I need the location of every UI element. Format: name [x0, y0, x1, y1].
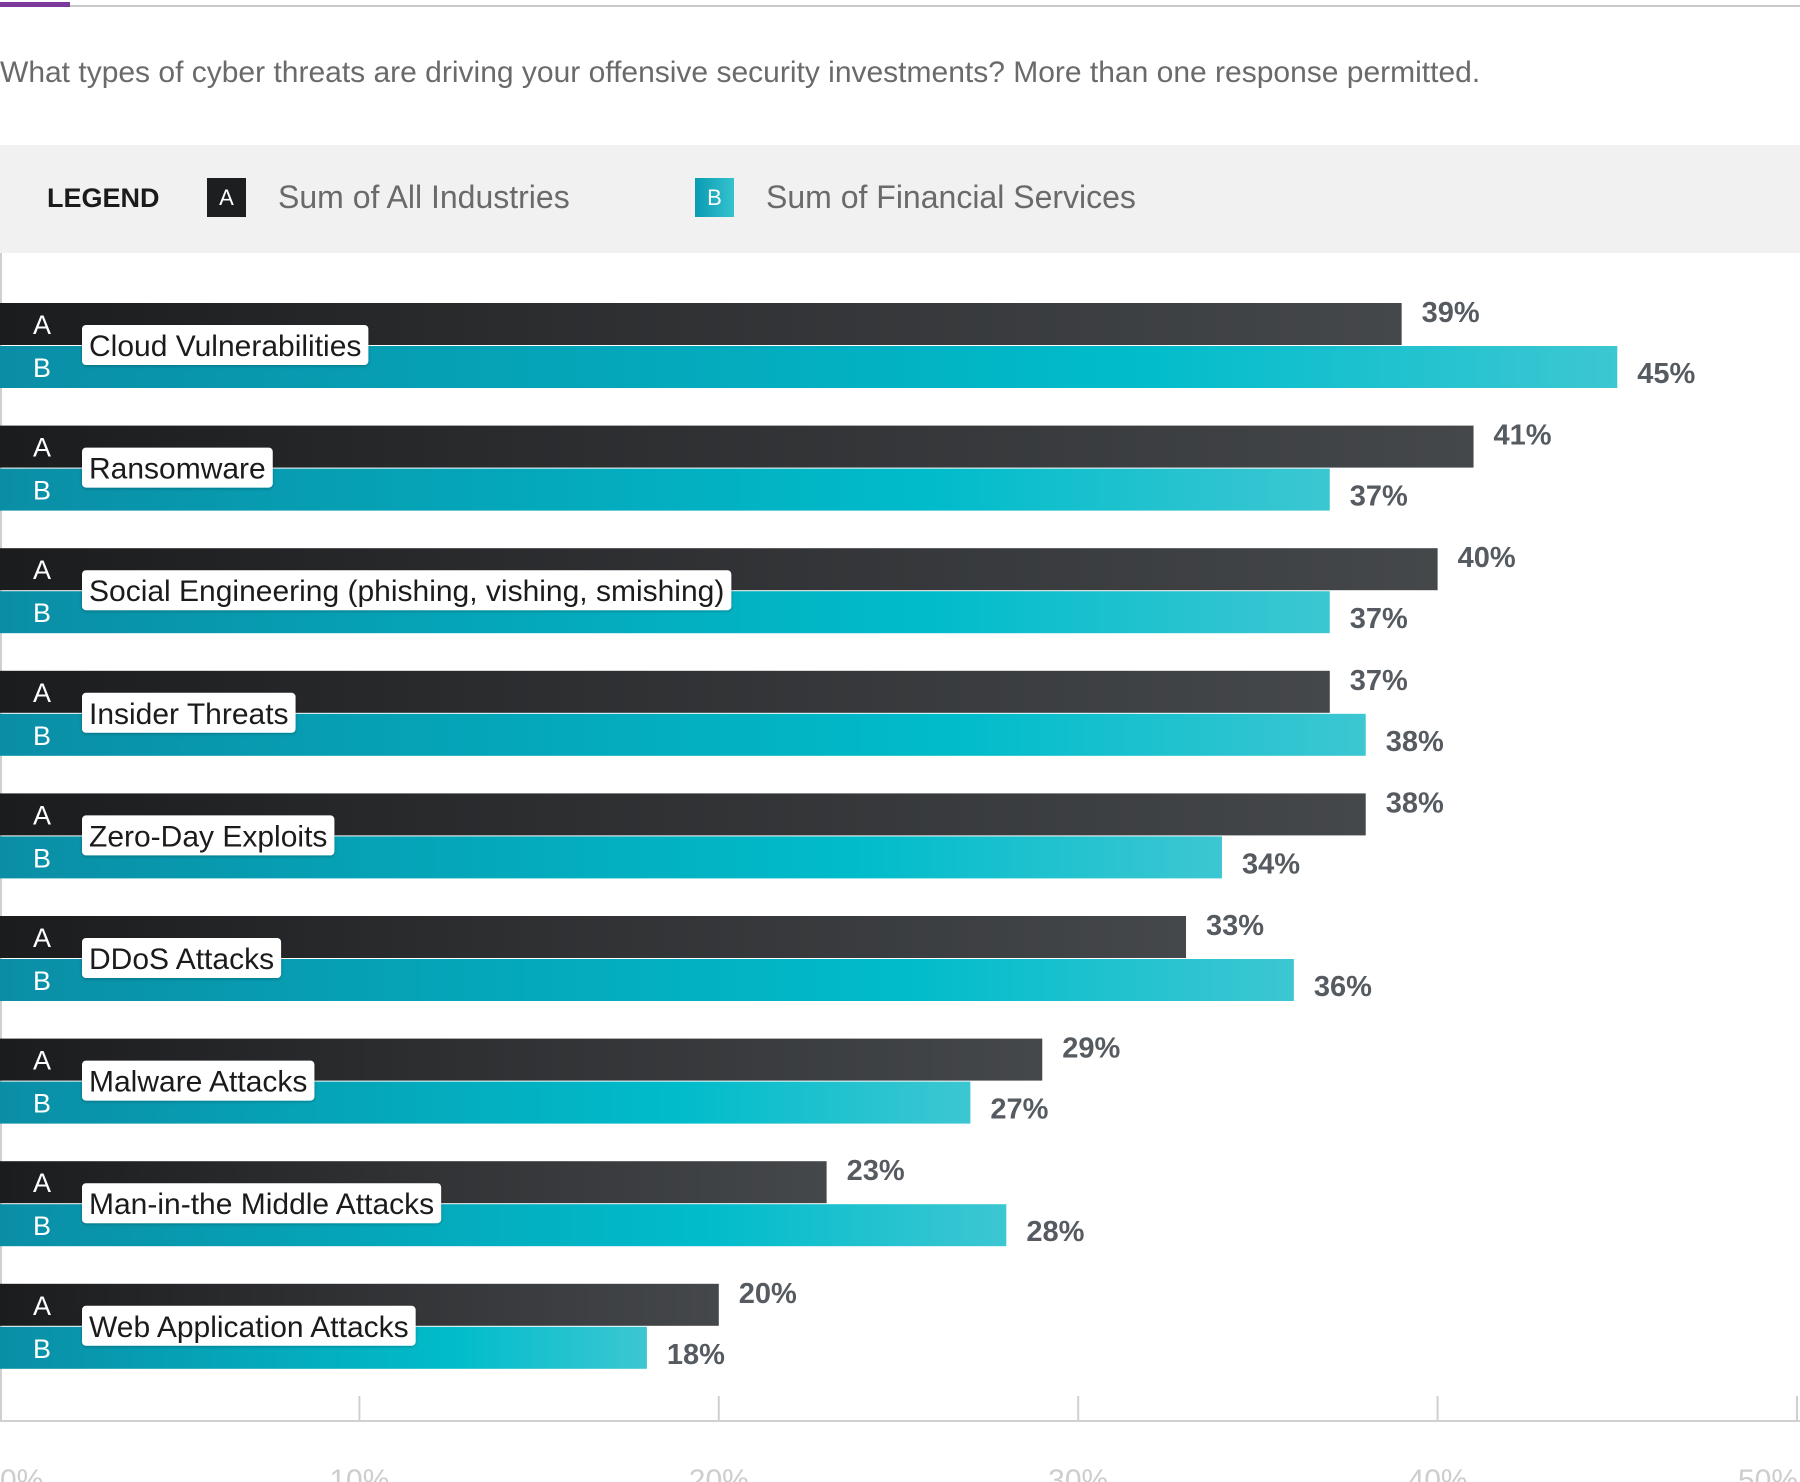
bar-key-a: A	[33, 1046, 51, 1076]
bar-key-a: A	[33, 1168, 51, 1198]
bar-key-a: A	[33, 1291, 51, 1321]
top-rule	[0, 5, 1800, 7]
value-label-b: 36%	[1314, 971, 1372, 1003]
bar-key-b: B	[33, 353, 51, 383]
category-label: Malware Attacks	[89, 1066, 307, 1099]
value-label-a: 37%	[1350, 665, 1408, 697]
legend-swatch-b: B	[695, 178, 734, 217]
category-label-box	[82, 1060, 315, 1101]
value-label-b: 18%	[667, 1339, 725, 1371]
category-label: Social Engineering (phishing, vishing, s…	[89, 575, 724, 608]
x-tick-label: 50%	[1738, 1464, 1798, 1482]
value-label-a: 33%	[1206, 910, 1264, 942]
value-label-a: 39%	[1422, 297, 1480, 329]
legend: LEGEND A Sum of All Industries B Sum of …	[0, 145, 1800, 253]
value-label-a: 29%	[1062, 1033, 1120, 1065]
value-label-b: 28%	[1026, 1216, 1084, 1248]
bar-key-b: B	[33, 966, 51, 996]
value-label-a: 38%	[1386, 787, 1444, 819]
value-label-b: 38%	[1386, 726, 1444, 758]
legend-label-b: Sum of Financial Services	[766, 179, 1136, 215]
category-label: Ransomware	[89, 453, 266, 486]
bar-key-b: B	[33, 1334, 51, 1364]
bar-key-a: A	[33, 923, 51, 953]
x-tick-label: 30%	[1048, 1464, 1108, 1482]
x-tick-label: 40%	[1408, 1464, 1468, 1482]
value-label-b: 45%	[1637, 358, 1695, 390]
value-label-a: 40%	[1458, 542, 1516, 574]
category-label-box	[82, 1305, 416, 1346]
bar-key-b: B	[33, 721, 51, 751]
category-label-box	[82, 1183, 442, 1224]
bar-key-a: A	[33, 310, 51, 340]
value-label-a: 20%	[739, 1278, 797, 1310]
category-label: DDoS Attacks	[89, 943, 274, 976]
bar-key-a: A	[33, 555, 51, 585]
top-accent-bar	[0, 2, 70, 7]
value-label-b: 27%	[990, 1094, 1048, 1126]
bar-key-b: B	[33, 1089, 51, 1119]
value-label-b: 37%	[1350, 481, 1408, 513]
legend-title: LEGEND	[47, 183, 160, 213]
legend-label-a: Sum of All Industries	[278, 179, 570, 215]
category-label-box	[82, 815, 335, 856]
chart-question: What types of cyber threats are driving …	[0, 56, 1481, 89]
category-label: Zero-Day Exploits	[89, 820, 327, 853]
bar-key-a: A	[33, 433, 51, 463]
bar-key-b: B	[33, 598, 51, 628]
category-label-box	[82, 938, 282, 978]
value-label-b: 37%	[1350, 603, 1408, 635]
category-label: Web Application Attacks	[89, 1311, 409, 1344]
category-label-box	[82, 692, 296, 733]
x-tick-label: 20%	[689, 1464, 749, 1482]
category-label: Man-in-the Middle Attacks	[89, 1188, 434, 1221]
bar-key-a: A	[33, 800, 51, 830]
bar-key-b: B	[33, 476, 51, 506]
legend-swatch-a: A	[207, 178, 246, 217]
x-tick-label: 0%	[0, 1464, 43, 1482]
value-label-a: 41%	[1494, 420, 1552, 452]
category-label-box	[82, 325, 369, 365]
value-label-a: 23%	[847, 1155, 905, 1187]
bar-key-b: B	[33, 1211, 51, 1241]
x-tick-label: 10%	[329, 1464, 389, 1482]
category-label: Insider Threats	[89, 698, 289, 731]
bar-key-a: A	[33, 678, 51, 708]
bar-key-b: B	[33, 843, 51, 873]
value-label-b: 34%	[1242, 848, 1300, 880]
category-label-box	[82, 570, 732, 611]
category-label: Cloud Vulnerabilities	[89, 330, 361, 363]
category-label-box	[82, 447, 273, 488]
